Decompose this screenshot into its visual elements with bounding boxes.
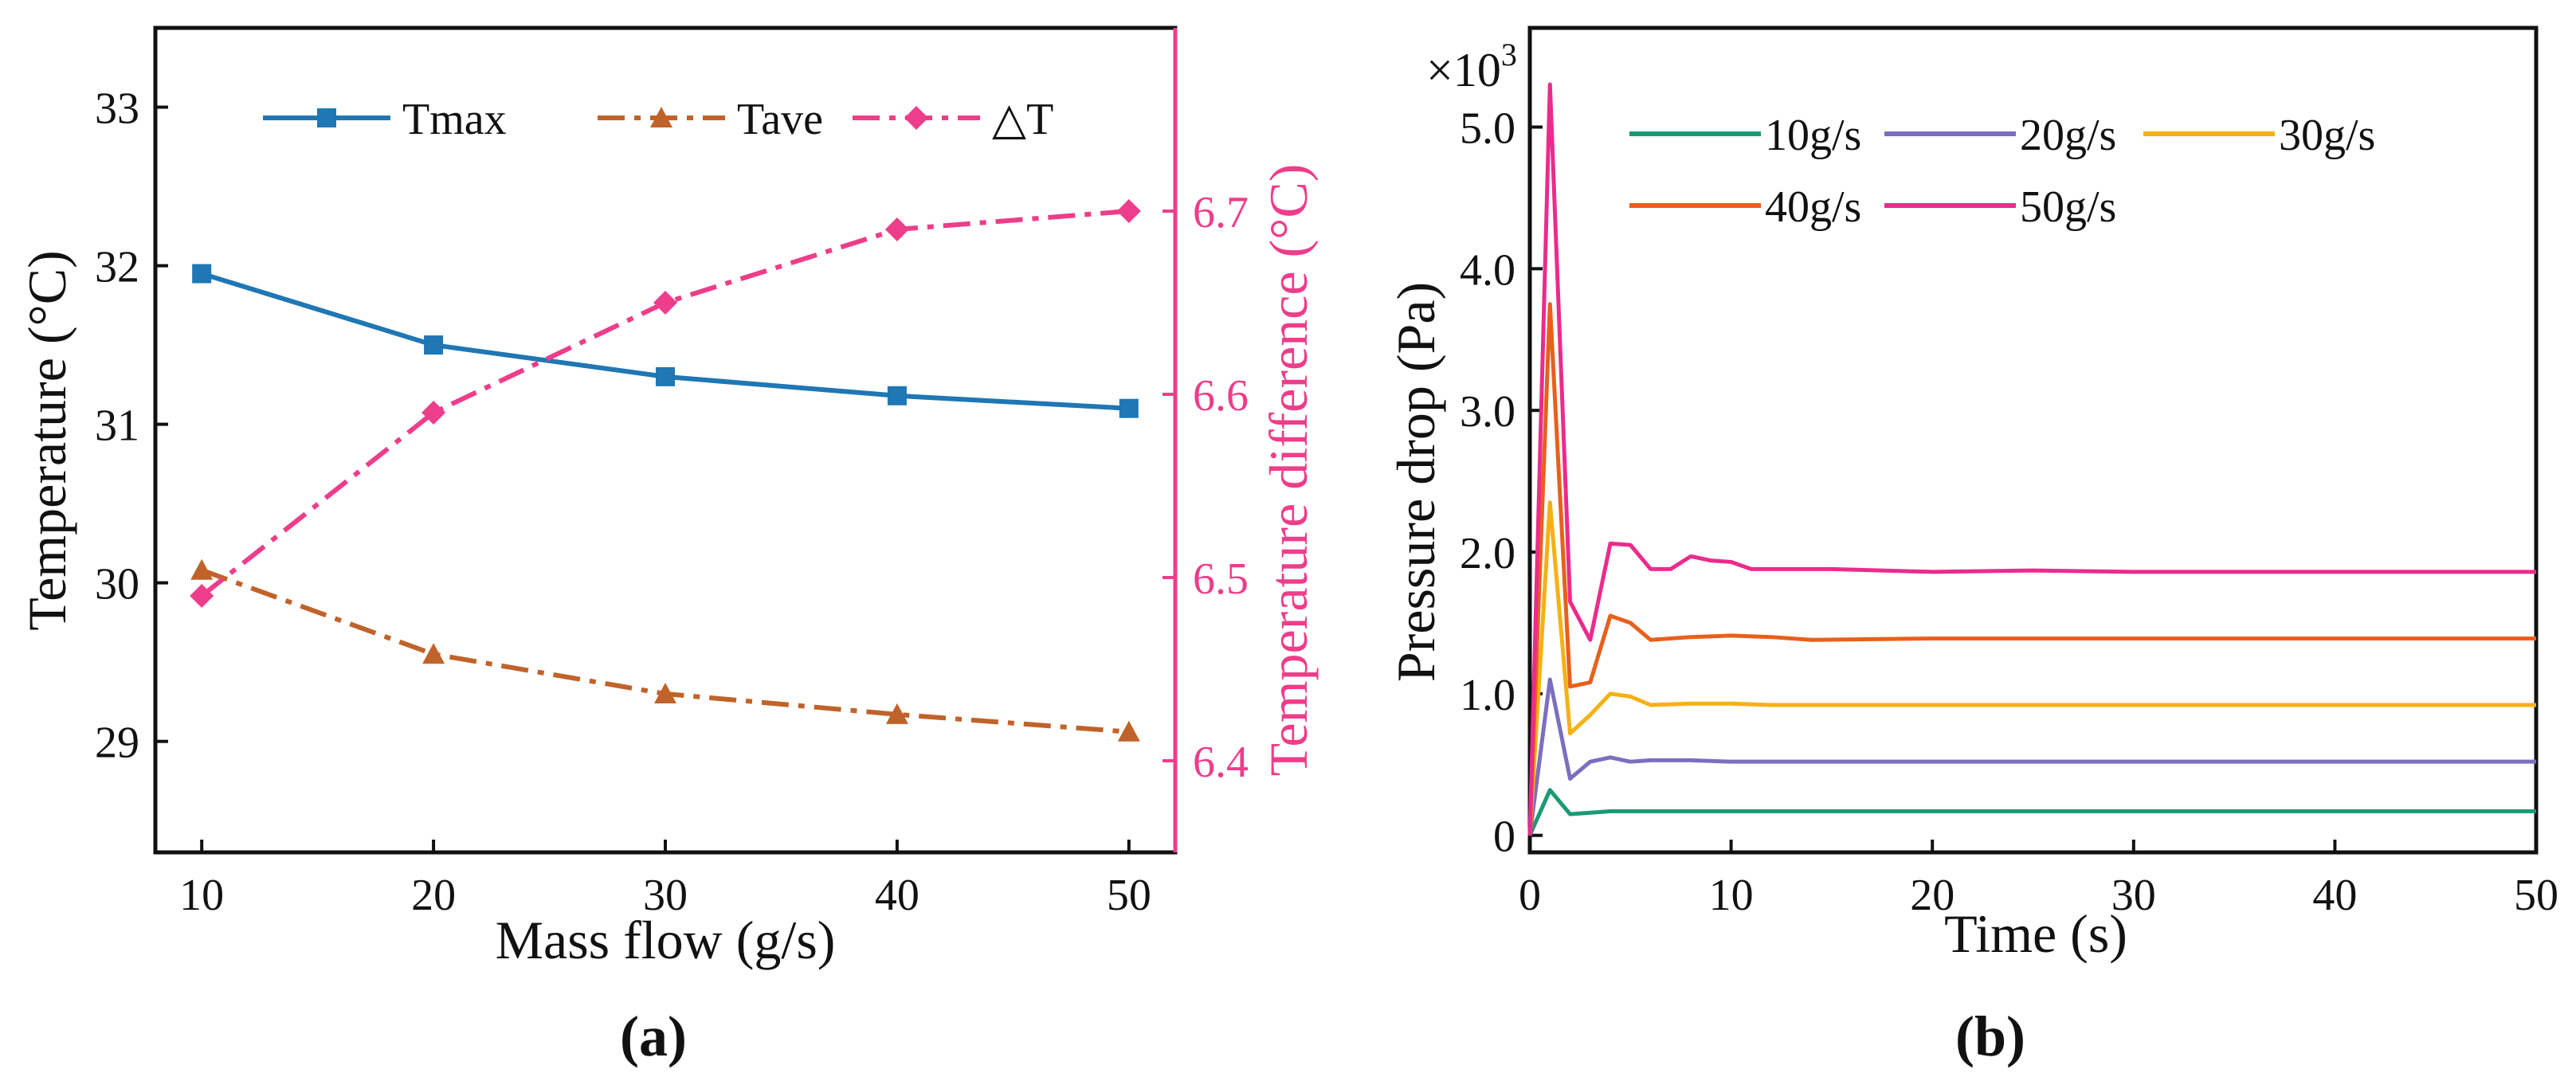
data-point-Tave <box>422 643 445 664</box>
panel-b-y-tick-label: 5.0 <box>1460 104 1515 153</box>
panel-b-plot-frame <box>1527 25 2539 855</box>
data-point-△T <box>653 291 677 315</box>
panel-b-x-axis-label: Time (s) <box>1944 903 2127 964</box>
series-line-30g/s <box>1527 500 2536 836</box>
series-line-10g/s <box>1527 788 2536 836</box>
series-line-40g/s <box>1527 302 2536 836</box>
panel-b-x-tick-label: 0 <box>1519 871 1541 920</box>
panel-a-y-tick-label: 31 <box>95 401 139 451</box>
panel-b-y-tick-label: 4.0 <box>1460 245 1515 295</box>
data-point-△T <box>1116 199 1141 223</box>
series-line-△T <box>200 209 1130 598</box>
legend-marker-△T <box>904 106 928 130</box>
legend-label-Tave: Tave <box>737 95 823 144</box>
panel-a-x-tick-label: 10 <box>179 871 224 920</box>
data-point-Tmax <box>656 366 675 386</box>
panel-a-y-tick-label: 32 <box>95 243 139 292</box>
panel-a-label: (a) <box>620 1005 687 1068</box>
legend-label-20g/s: 20g/s <box>2020 111 2116 160</box>
panel-b-x-tick-label: 50 <box>2514 871 2558 920</box>
legend-label-△T: △T <box>992 95 1053 144</box>
panel-b-y-axis-label: Pressure drop (Pa) <box>1386 282 1446 682</box>
data-point-Tave <box>1117 720 1140 742</box>
data-point-Tmax <box>424 335 444 355</box>
panel-a-x-tick-label: 50 <box>1107 871 1151 920</box>
panel-a-x-tick-label: 30 <box>643 871 688 920</box>
series-line-Tave <box>201 567 1130 734</box>
panel-a-y2-tick-label: 6.4 <box>1193 738 1249 787</box>
data-point-△T <box>884 217 909 241</box>
panel-b-multiplier-exponent: 3 <box>1501 37 1517 72</box>
legend-label-10g/s: 10g/s <box>1765 111 1861 160</box>
panel-b-multiplier: ×103 <box>1426 37 1517 96</box>
legend-label-30g/s: 30g/s <box>2279 111 2375 160</box>
panel-a-y-tick-label: 29 <box>95 719 139 768</box>
data-point-Tmax <box>887 386 907 405</box>
panel-b-x-tick-label: 40 <box>2312 871 2357 920</box>
legend-marker-Tave <box>650 107 672 127</box>
panel-a-chart: 10 20 30 40 50 29 30 31 32 33 6.4 6.5 6.6 6.7 Tmax T… <box>17 25 1319 1068</box>
data-point-Tave <box>885 703 908 724</box>
legend-label-40g/s: 40g/s <box>1765 182 1861 232</box>
data-point-Tave <box>190 558 214 580</box>
panel-b-chart: 0 10 20 30 40 50 0 1.0 2.0 3.0 4.0 5.0 10g/s 20g/s 3… <box>1386 25 2558 1068</box>
panel-a-y2-tick-label: 6.6 <box>1193 371 1249 421</box>
data-point-Tmax <box>192 264 212 284</box>
panel-a-y2-axis-label: Temperature difference (°C) <box>1258 164 1319 777</box>
panel-a-y-axis-label: Temperature (°C) <box>17 250 77 630</box>
panel-a-y-tick-label: 30 <box>95 560 139 609</box>
data-point-Tmax <box>1119 398 1139 418</box>
legend-label-Tmax: Tmax <box>402 95 507 144</box>
panel-b-x-tick-label: 30 <box>2111 871 2156 920</box>
panel-b-y-tick-label: 0 <box>1493 813 1515 862</box>
panel-b-x-tick-label: 10 <box>1709 871 1754 920</box>
panel-b-x-tick-label: 20 <box>1910 871 1955 920</box>
panel-b-multiplier-base: ×10 <box>1426 44 1501 96</box>
panel-a-y2-tick-label: 6.5 <box>1193 554 1249 604</box>
panel-b-y-tick-label: 1.0 <box>1460 671 1515 720</box>
panel-a-plot-frame <box>153 25 1178 855</box>
panel-a-x-tick-label: 40 <box>875 871 919 920</box>
panel-b-y-tick-label: 2.0 <box>1460 529 1515 578</box>
series-line-50g/s <box>1527 82 2536 836</box>
panel-b-label: (b) <box>1955 1005 2025 1068</box>
data-point-Tave <box>654 682 676 703</box>
panel-b-y-tick-label: 3.0 <box>1460 387 1515 437</box>
series-line-20g/s <box>1527 677 2536 836</box>
panel-a-y2-tick-label: 6.7 <box>1193 188 1249 237</box>
legend-marker-Tmax <box>317 108 336 127</box>
legend-label-50g/s: 50g/s <box>2020 182 2116 232</box>
data-point-△T <box>421 401 446 425</box>
data-point-△T <box>190 584 214 608</box>
panel-a-y-tick-label: 33 <box>95 84 139 134</box>
panel-a-x-tick-label: 20 <box>411 871 456 920</box>
panel-a-x-axis-label: Mass flow (g/s) <box>496 910 836 970</box>
